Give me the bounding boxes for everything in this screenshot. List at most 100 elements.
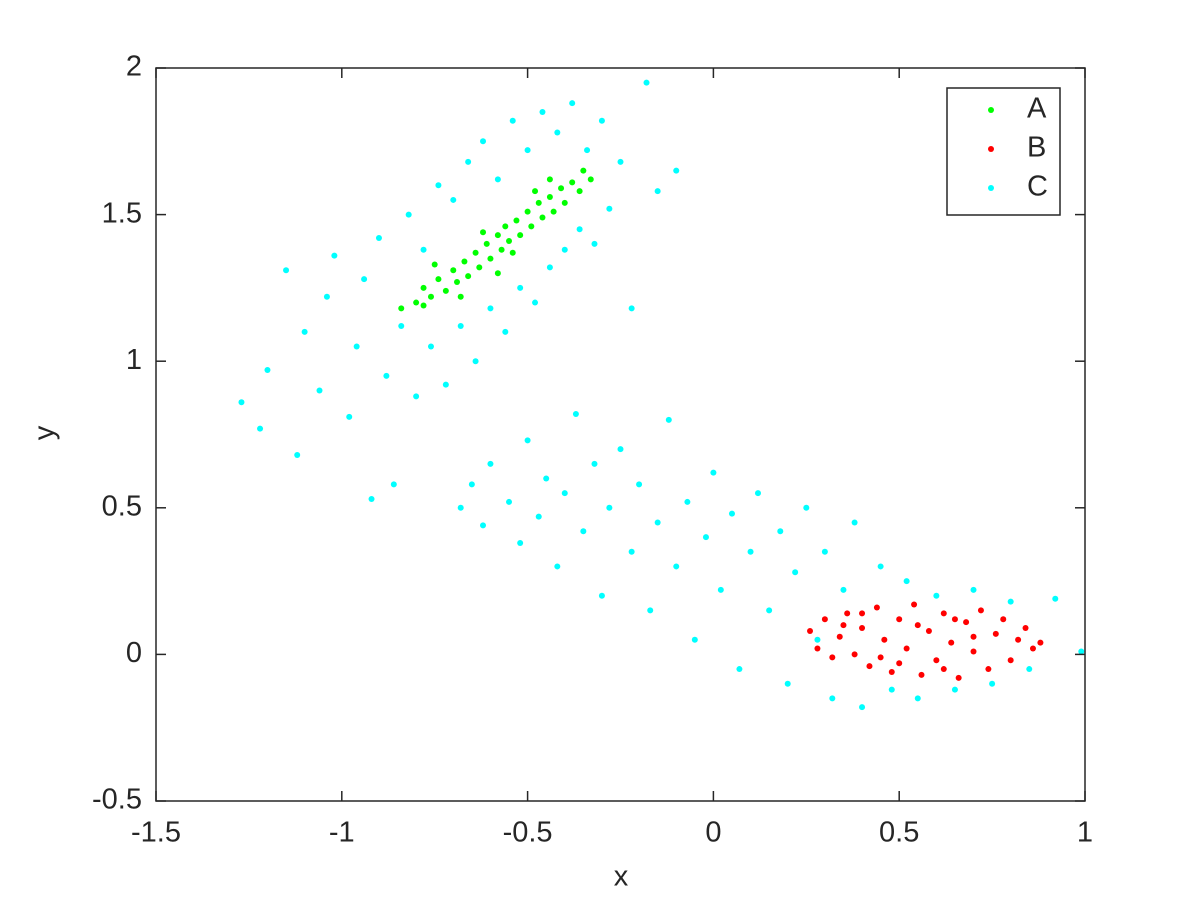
scatter-point [985, 666, 992, 673]
scatter-point [606, 504, 613, 511]
scatter-point [331, 252, 338, 259]
scatter-point [535, 199, 542, 206]
scatter-point [532, 188, 539, 195]
scatter-point [584, 147, 591, 154]
scatter-point [1007, 657, 1014, 664]
scatter-point [598, 592, 605, 599]
scatter-point [528, 223, 535, 230]
scatter-point [896, 616, 903, 623]
scatter-point [691, 636, 698, 643]
scatter-point [859, 625, 866, 632]
scatter-point [383, 372, 390, 379]
scatter-point [836, 633, 843, 640]
scatter-point [747, 548, 754, 555]
scatter-point [580, 167, 587, 174]
scatter-point [914, 695, 921, 702]
scatter-point [554, 129, 561, 136]
scatter-point [509, 117, 516, 124]
scatter-point [851, 519, 858, 526]
x-tick-label: -0.5 [503, 817, 553, 849]
scatter-point [814, 636, 821, 643]
x-tick-label: -1.5 [131, 817, 181, 849]
scatter-point [918, 671, 925, 678]
scatter-point [323, 293, 330, 300]
scatter-point [1000, 616, 1007, 623]
scatter-point [427, 343, 434, 350]
scatter-point [617, 446, 624, 453]
scatter-point [517, 539, 524, 546]
y-tick-label: 1.5 [102, 197, 142, 229]
scatter-point [702, 534, 709, 541]
scatter-point [888, 668, 895, 675]
scatter-point [546, 264, 553, 271]
scatter-point [576, 226, 583, 233]
scatter-point [766, 607, 773, 614]
scatter-point [480, 522, 487, 529]
scatter-point [457, 504, 464, 511]
y-tick-label: 1 [126, 344, 142, 376]
scatter-point [561, 490, 568, 497]
scatter-point [476, 264, 483, 271]
scatter-point [480, 229, 487, 236]
scatter-point [543, 475, 550, 482]
scatter-point [840, 586, 847, 593]
scatter-point [539, 108, 546, 115]
scatter-point [591, 460, 598, 467]
x-tick-label: 1 [1077, 817, 1093, 849]
scatter-point [673, 563, 680, 570]
scatter-point [647, 607, 654, 614]
scatter-point [558, 185, 565, 192]
legend-marker [988, 107, 994, 113]
scatter-point [361, 276, 368, 283]
x-tick-label: 0 [705, 817, 721, 849]
scatter-point [717, 586, 724, 593]
scatter-point [569, 100, 576, 107]
scatter-point [970, 648, 977, 655]
scatter-point [472, 358, 479, 365]
scatter-point [502, 328, 509, 335]
scatter-point [368, 496, 375, 503]
scatter-point [1022, 625, 1029, 632]
scatter-point [487, 255, 494, 262]
scatter-point [316, 387, 323, 394]
scatter-point [465, 273, 472, 280]
scatter-point [977, 607, 984, 614]
scatter-point [951, 686, 958, 693]
scatter-point [877, 654, 884, 661]
scatter-point [643, 79, 650, 86]
scatter-point [427, 293, 434, 300]
scatter-point [925, 627, 932, 634]
scatter-point [587, 176, 594, 183]
scatter-point [792, 569, 799, 576]
scatter-point [506, 498, 513, 505]
scatter-point [617, 158, 624, 165]
scatter-point [494, 176, 501, 183]
scatter-point [398, 305, 405, 312]
scatter-point [840, 622, 847, 629]
scatter-point [829, 654, 836, 661]
scatter-point [940, 666, 947, 673]
scatter-point [580, 528, 587, 535]
scatter-point [301, 328, 308, 335]
scatter-point [572, 410, 579, 417]
scatter-point [877, 563, 884, 570]
scatter-point [1037, 639, 1044, 646]
scatter-point [546, 176, 553, 183]
scatter-point [803, 504, 810, 511]
scatter-point [483, 240, 490, 247]
scatter-point [1026, 666, 1033, 673]
scatter-point [554, 563, 561, 570]
legend-marker [988, 146, 994, 152]
scatter-point [673, 167, 680, 174]
scatter-point [480, 138, 487, 145]
scatter-point [859, 610, 866, 617]
scatter-point [524, 147, 531, 154]
scatter-point [859, 704, 866, 711]
scatter-point [450, 267, 457, 274]
scatter-point [881, 636, 888, 643]
scatter-point [283, 267, 290, 274]
scatter-point [844, 610, 851, 617]
scatter-point [992, 630, 999, 637]
scatter-point [829, 695, 836, 702]
